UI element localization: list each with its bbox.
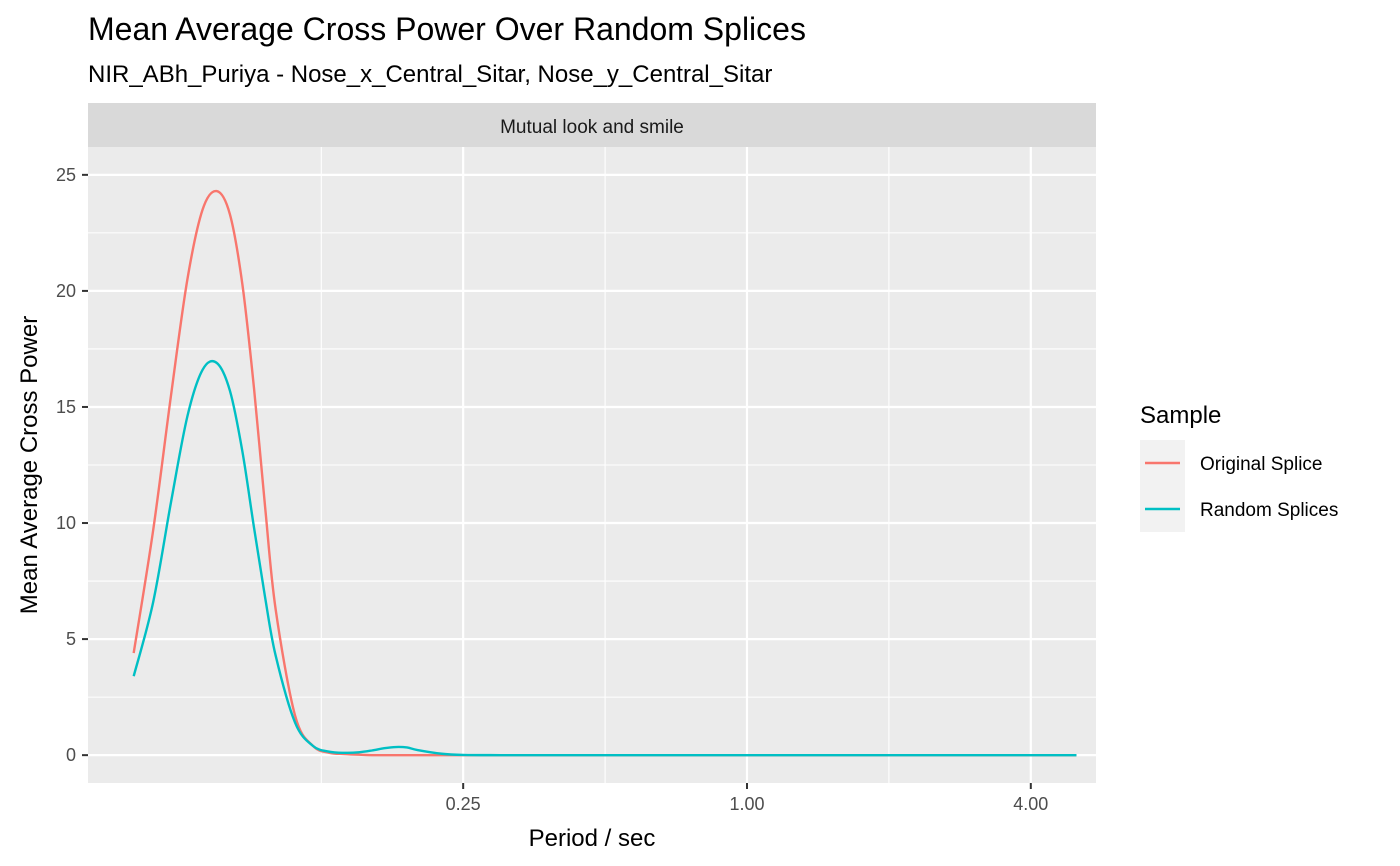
facet-label: Mutual look and smile [500, 117, 684, 138]
y-tick-label: 25 [56, 165, 76, 185]
y-tick-label: 15 [56, 397, 76, 417]
y-tick-label: 0 [66, 745, 76, 765]
x-tick-label: 4.00 [1013, 794, 1048, 814]
y-tick-label: 10 [56, 513, 76, 533]
y-axis: 0 5 10 15 20 25 [56, 165, 88, 765]
legend-key-background [1140, 440, 1185, 532]
x-axis: 0.25 1.00 4.00 [446, 783, 1048, 814]
x-tick-label: 0.25 [446, 794, 481, 814]
chart-title: Mean Average Cross Power Over Random Spl… [88, 11, 806, 47]
legend: Sample Original Splice Random Splices [1140, 402, 1338, 532]
series-line-random-splices [132, 359, 1077, 757]
chart-subtitle: NIR_ABh_Puriya - Nose_x_Central_Sitar, N… [88, 61, 772, 88]
legend-items: Original Splice Random Splices [1140, 440, 1338, 532]
legend-label: Original Splice [1200, 454, 1323, 475]
y-tick-label: 20 [56, 281, 76, 301]
legend-label: Random Splices [1200, 500, 1338, 521]
minor-gridlines [88, 147, 1096, 783]
x-tick-label: 1.00 [729, 794, 764, 814]
y-axis-title: Mean Average Cross Power [16, 316, 43, 614]
y-tick-label: 5 [66, 629, 76, 649]
x-axis-title: Period / sec [529, 825, 656, 852]
series-lines [132, 189, 1077, 757]
facet-strip [88, 103, 1096, 147]
legend-title: Sample [1140, 402, 1221, 429]
